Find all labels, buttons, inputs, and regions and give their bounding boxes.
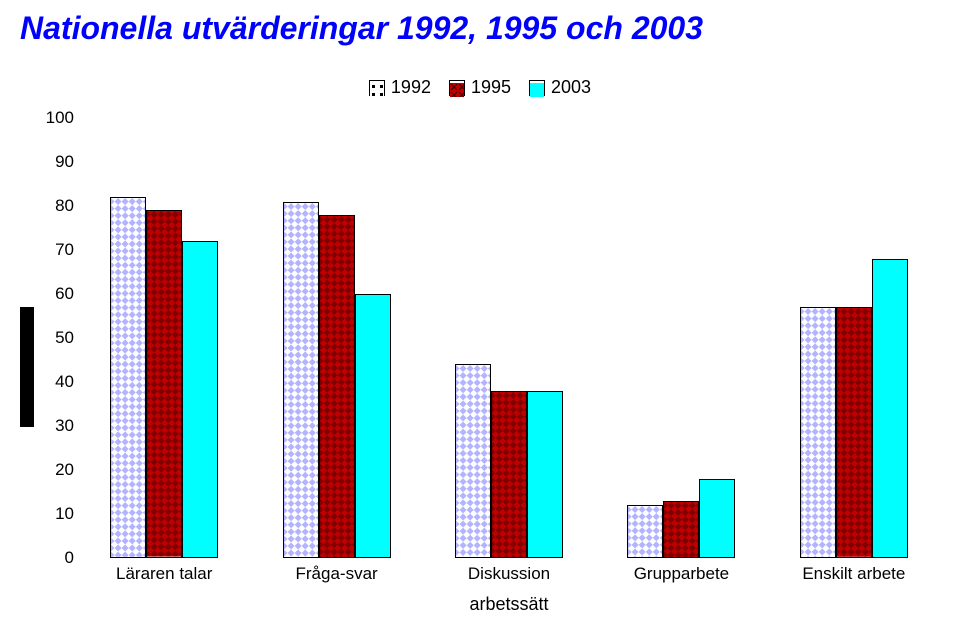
bar	[283, 202, 319, 558]
bar	[527, 391, 563, 558]
bar-group	[595, 118, 767, 558]
legend-item-1995: 1995	[449, 77, 511, 98]
x-axis-labels: Läraren talarFråga-svarDiskussionGruppar…	[78, 564, 940, 584]
bar-group	[768, 118, 940, 558]
chart: 0102030405060708090100 Läraren talarFråg…	[20, 118, 940, 615]
y-tick: 10	[34, 504, 74, 524]
y-tick: 90	[34, 152, 74, 172]
bar	[872, 259, 908, 558]
y-tick: 20	[34, 460, 74, 480]
x-axis-label: Diskussion	[423, 564, 595, 584]
legend-label-2003: 2003	[551, 77, 591, 98]
x-axis-label: Enskilt arbete	[768, 564, 940, 584]
bar	[455, 364, 491, 558]
y-axis-black-box	[20, 307, 34, 427]
page-title: Nationella utvärderingar 1992, 1995 och …	[20, 10, 940, 47]
y-tick: 60	[34, 284, 74, 304]
bar	[146, 210, 182, 558]
y-tick: 0	[34, 548, 74, 568]
x-axis-label: Läraren talar	[78, 564, 250, 584]
bar-group	[423, 118, 595, 558]
legend-label-1995: 1995	[471, 77, 511, 98]
legend-label-1992: 1992	[391, 77, 431, 98]
legend: 1992 1995 2003	[20, 77, 940, 98]
bar	[663, 501, 699, 558]
bars-layer	[78, 118, 940, 558]
legend-swatch-1992	[369, 80, 385, 96]
bar	[800, 307, 836, 558]
bar	[355, 294, 391, 558]
y-tick: 50	[34, 328, 74, 348]
legend-swatch-2003	[529, 80, 545, 96]
x-axis-label: Grupparbete	[595, 564, 767, 584]
plot-area: 0102030405060708090100	[78, 118, 940, 558]
x-axis-title: arbetssätt	[78, 594, 940, 615]
y-tick: 40	[34, 372, 74, 392]
legend-swatch-1995	[449, 80, 465, 96]
bar-group	[250, 118, 422, 558]
y-axis-label-box	[20, 118, 34, 615]
y-tick: 70	[34, 240, 74, 260]
y-tick: 80	[34, 196, 74, 216]
bar	[491, 391, 527, 558]
bar	[319, 215, 355, 558]
bar	[836, 307, 872, 558]
y-tick: 100	[34, 108, 74, 128]
legend-item-2003: 2003	[529, 77, 591, 98]
bar-group	[78, 118, 250, 558]
y-tick: 30	[34, 416, 74, 436]
legend-item-1992: 1992	[369, 77, 431, 98]
plot: 0102030405060708090100 Läraren talarFråg…	[34, 118, 940, 615]
bar	[627, 505, 663, 558]
bar	[699, 479, 735, 558]
bar	[110, 197, 146, 558]
bar	[182, 241, 218, 558]
x-axis-label: Fråga-svar	[250, 564, 422, 584]
